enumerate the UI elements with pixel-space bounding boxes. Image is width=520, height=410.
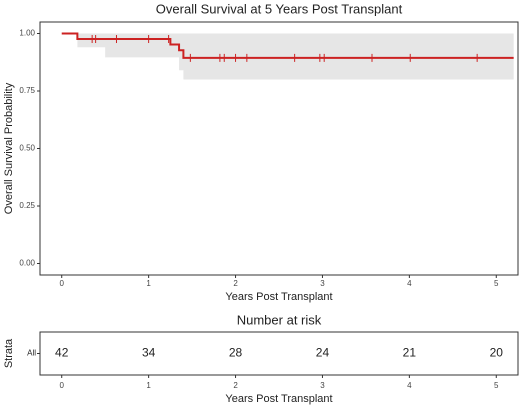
y-axis-label: Strata (3, 338, 15, 368)
strata-label: All (27, 349, 36, 358)
y-tick-label: 0.75 (19, 86, 35, 95)
risk-count: 42 (55, 346, 69, 360)
confidence-band (77, 33, 514, 80)
y-axis-label: Overall Survival Probability (3, 82, 15, 214)
x-tick-label: 3 (320, 279, 325, 288)
risk-count: 28 (229, 346, 243, 360)
x-tick-label: 0 (60, 381, 65, 390)
x-tick-label: 4 (407, 381, 412, 390)
chart-title: Number at risk (237, 312, 322, 327)
risk-count: 21 (403, 346, 417, 360)
x-tick-label: 5 (494, 381, 499, 390)
x-tick-label: 0 (60, 279, 65, 288)
x-tick-label: 3 (320, 381, 325, 390)
panel-border (39, 331, 519, 376)
y-tick-label: 0.25 (19, 201, 35, 210)
x-tick-label: 1 (146, 279, 151, 288)
x-tick-label: 2 (233, 279, 238, 288)
y-tick-label: 0.50 (19, 144, 35, 153)
x-tick-label: 5 (494, 279, 499, 288)
x-axis-label: Years Post Transplant (225, 291, 332, 303)
y-tick-label: 1.00 (19, 29, 35, 38)
panel-border (39, 21, 519, 276)
x-tick-label: 4 (407, 279, 412, 288)
y-tick-label: 0.00 (19, 259, 35, 268)
chart-title: Overall Survival at 5 Years Post Transpl… (156, 1, 403, 16)
x-tick-label: 1 (146, 381, 151, 390)
risk-count: 34 (142, 346, 156, 360)
risk-count: 20 (490, 346, 504, 360)
survival-curve (61, 32, 514, 59)
x-tick-label: 2 (233, 381, 238, 390)
risk-count: 24 (316, 346, 330, 360)
x-axis-label: Years Post Transplant (225, 393, 332, 405)
